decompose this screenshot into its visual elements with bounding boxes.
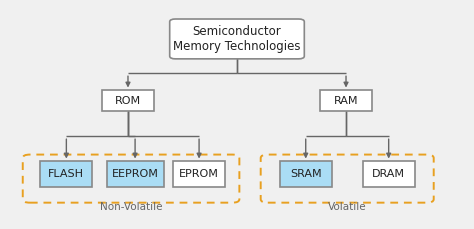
Text: ROM: ROM: [115, 96, 141, 106]
FancyBboxPatch shape: [170, 19, 304, 59]
FancyBboxPatch shape: [173, 161, 225, 187]
FancyBboxPatch shape: [320, 90, 372, 111]
FancyBboxPatch shape: [40, 161, 92, 187]
Text: RAM: RAM: [334, 96, 358, 106]
Text: Semiconductor
Memory Technologies: Semiconductor Memory Technologies: [173, 25, 301, 53]
Text: Non-Volatile: Non-Volatile: [100, 202, 162, 212]
Text: EEPROM: EEPROM: [112, 169, 158, 179]
FancyBboxPatch shape: [107, 161, 164, 187]
Text: DRAM: DRAM: [372, 169, 405, 179]
FancyBboxPatch shape: [363, 161, 415, 187]
Text: SRAM: SRAM: [290, 169, 321, 179]
Text: EPROM: EPROM: [179, 169, 219, 179]
Text: FLASH: FLASH: [48, 169, 84, 179]
FancyBboxPatch shape: [102, 90, 154, 111]
FancyBboxPatch shape: [280, 161, 332, 187]
Text: Volatile: Volatile: [328, 202, 366, 212]
